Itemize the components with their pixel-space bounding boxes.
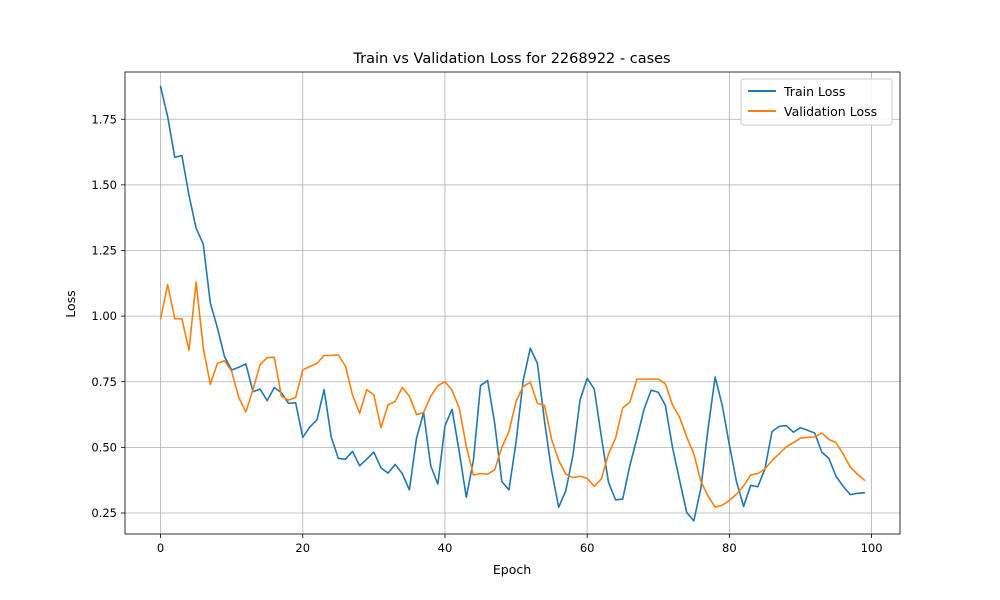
y-axis-label: Loss: [63, 290, 78, 317]
x-tick-label: 80: [722, 541, 737, 555]
plot-area: [125, 72, 900, 534]
series-lines: [159, 85, 866, 522]
chart-title: Train vs Validation Loss for 2268922 - c…: [352, 51, 670, 67]
x-axis-ticks: 0 20 40 60 80 100: [157, 534, 883, 555]
plot-frame: [124, 71, 901, 535]
x-tick-label: 40: [438, 541, 453, 555]
legend: Train Loss Validation Loss: [740, 78, 893, 126]
legend-box: [740, 78, 893, 126]
x-axis-label: Epoch: [493, 562, 531, 577]
y-tick-label: 0.25: [91, 506, 117, 520]
x-tick-label: 0: [157, 541, 164, 555]
validation-loss-line: [159, 281, 866, 509]
y-tick-label: 1.25: [91, 244, 117, 258]
x-tick-label: 100: [861, 541, 883, 555]
x-tick-label: 20: [295, 541, 310, 555]
legend-label-validation: Validation Loss: [784, 104, 877, 119]
train-loss-line: [159, 85, 866, 522]
y-tick-label: 0.75: [91, 375, 117, 389]
x-tick-label: 60: [580, 541, 595, 555]
y-tick-label: 1.50: [91, 178, 117, 192]
y-tick-label: 0.50: [91, 440, 117, 454]
legend-label-train: Train Loss: [783, 84, 845, 99]
y-axis-ticks: 0.25 0.50 0.75 1.00 1.25 1.50 1.75: [91, 112, 125, 520]
grid: [125, 72, 900, 534]
y-tick-label: 1.75: [91, 112, 117, 126]
y-tick-label: 1.00: [91, 309, 117, 323]
